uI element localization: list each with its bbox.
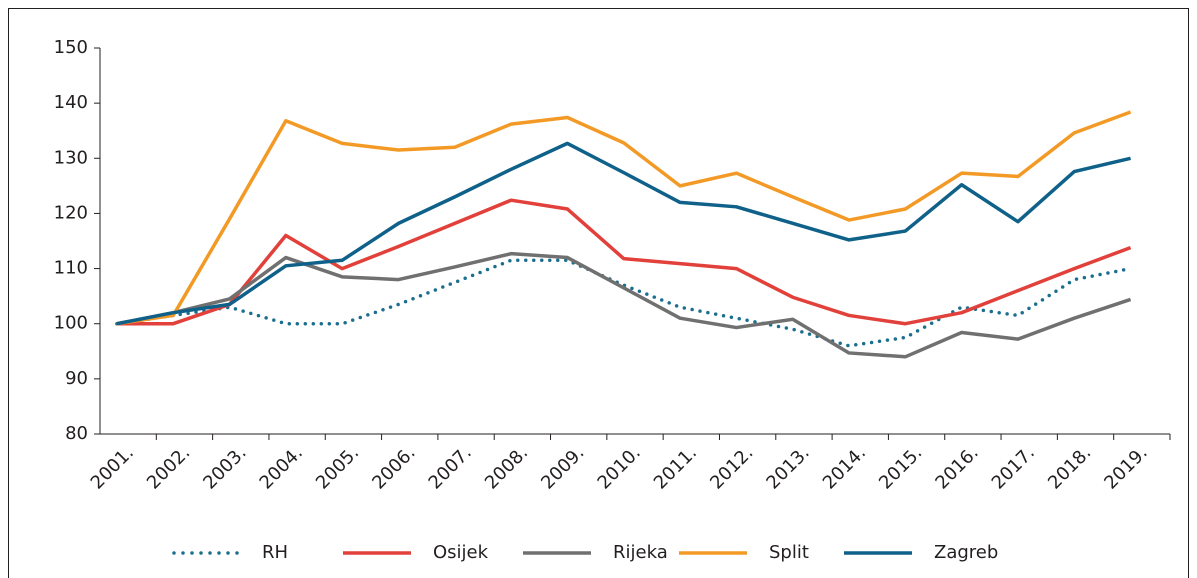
- x-tick-label: 2002.: [143, 442, 194, 493]
- x-tick-label: 2013.: [762, 442, 813, 493]
- series-line: [116, 198, 1132, 326]
- y-tick-label: 110: [54, 258, 88, 279]
- frame: [8, 8, 1189, 578]
- x-tick-label: 2001.: [87, 442, 138, 493]
- x-tick-label: 2011.: [650, 442, 701, 493]
- series-line: [116, 141, 1131, 326]
- x-tick-label: 2008.: [481, 442, 532, 493]
- series-line: [116, 251, 1132, 359]
- x-tick-label: 2004.: [256, 442, 307, 493]
- series-line: [116, 110, 1132, 326]
- x-tick-label: 2003.: [199, 442, 250, 493]
- legend-label: Split: [769, 542, 809, 563]
- legend-label: Rijeka: [613, 542, 668, 563]
- x-tick-label: 2012.: [706, 442, 757, 493]
- x-tick-label: 2016.: [931, 442, 982, 493]
- x-tick-label: 2010.: [594, 442, 645, 493]
- y-tick-label: 140: [54, 92, 88, 113]
- y-tick-label: 130: [54, 147, 88, 168]
- y-tick-label: 100: [54, 313, 88, 334]
- x-tick-label: 2018.: [1044, 442, 1095, 493]
- y-tick-label: 80: [65, 423, 88, 444]
- x-tick-label: 2009.: [537, 442, 588, 493]
- y-tick-label: 150: [54, 37, 88, 58]
- y-tick-label: 120: [54, 202, 88, 223]
- x-tick-label: 2005.: [312, 442, 363, 493]
- y-tick-label: 90: [65, 368, 88, 389]
- x-tick-label: 2017.: [988, 442, 1039, 493]
- legend-label: RH: [262, 542, 288, 563]
- x-tick-label: 2015.: [875, 442, 926, 493]
- x-tick-label: 2019.: [1100, 442, 1151, 493]
- legend-label: Zagreb: [934, 542, 998, 563]
- x-tick-label: 2014.: [819, 442, 870, 493]
- x-tick-label: 2007.: [425, 442, 476, 493]
- x-tick-label: 2006.: [368, 442, 419, 493]
- legend-label: Osijek: [433, 542, 489, 563]
- series-line: [115, 258, 1133, 348]
